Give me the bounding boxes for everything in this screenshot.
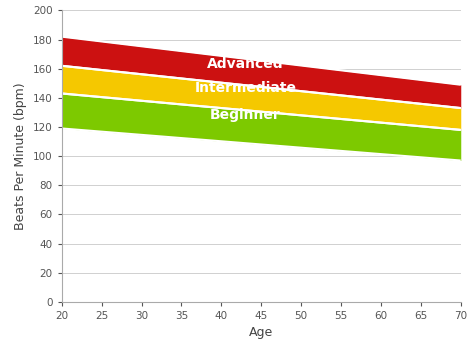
Y-axis label: Beats Per Minute (bpm): Beats Per Minute (bpm)	[14, 82, 28, 230]
X-axis label: Age: Age	[249, 327, 274, 339]
Text: Beginner: Beginner	[210, 108, 281, 122]
Text: Advanced: Advanced	[207, 57, 284, 71]
Text: Intermediate: Intermediate	[194, 81, 296, 95]
